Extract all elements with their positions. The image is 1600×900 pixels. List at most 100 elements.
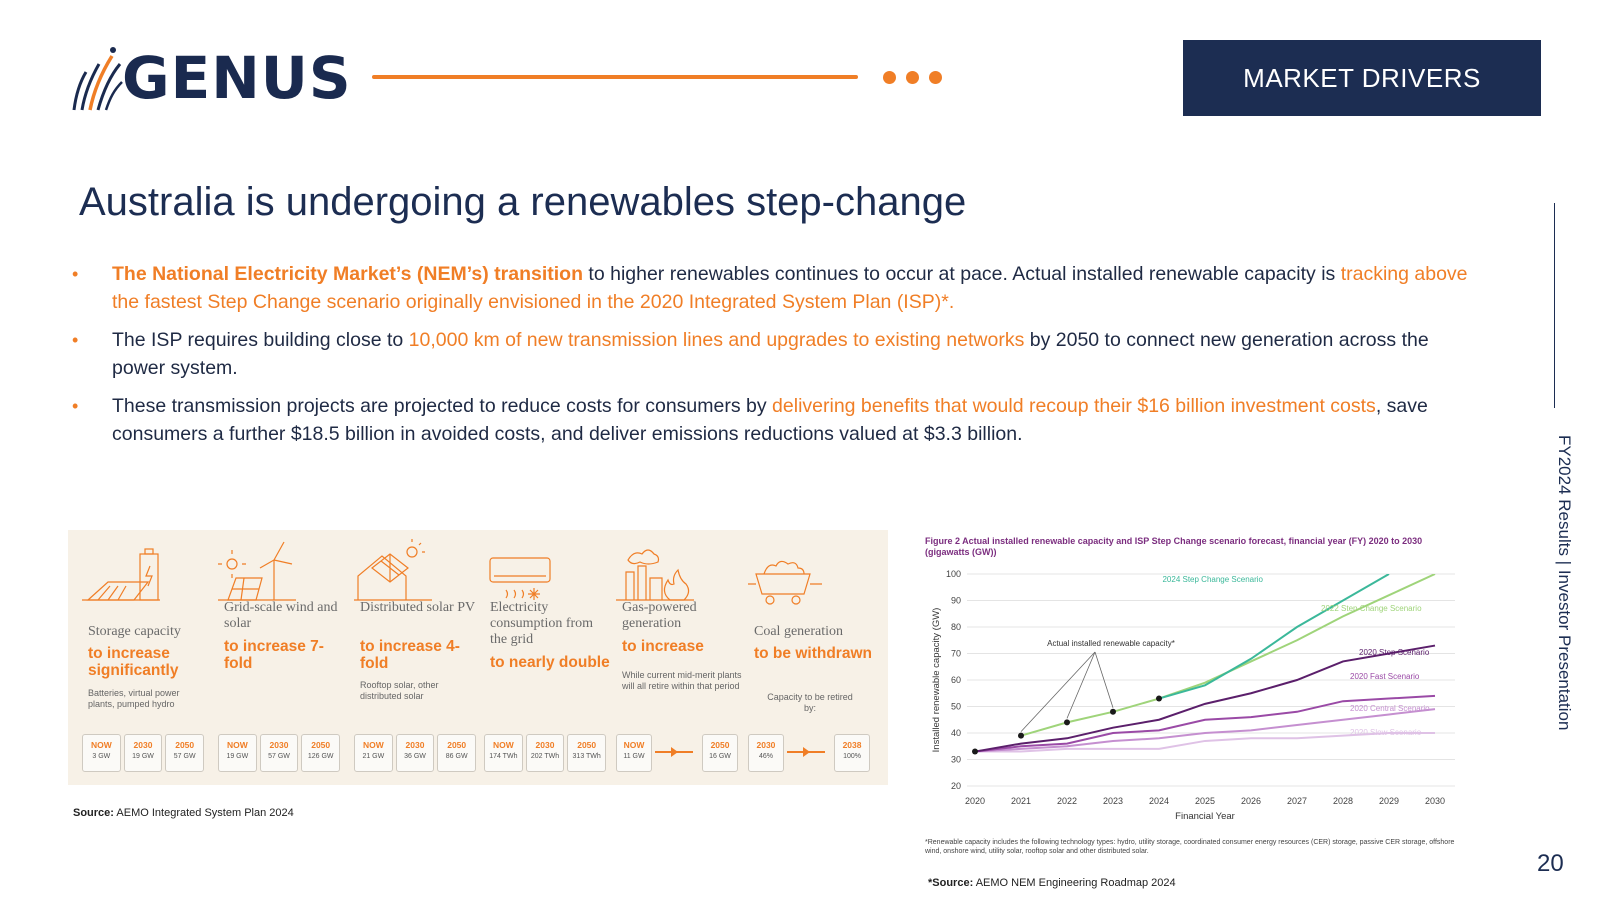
column-label: Grid-scale wind and solar (224, 600, 338, 631)
x-tick-label: 2029 (1379, 796, 1399, 806)
series-label: 2020 Step Scenario (1359, 648, 1430, 657)
column-headline: to increase (622, 638, 704, 655)
x-tick-label: 2024 (1149, 796, 1169, 806)
y-tick-label: 70 (951, 649, 961, 659)
annotation-arrow (1094, 651, 1114, 708)
x-axis-label: Financial Year (1175, 811, 1235, 822)
column-label: Electricity consumption from the grid (490, 600, 594, 647)
value-box: NOW 11 GW (616, 734, 652, 772)
series-label: 2020 Fast Scenario (1350, 672, 1420, 681)
bullet-item: The ISP requires building close to 10,00… (72, 326, 1472, 382)
x-tick-label: 2020 (965, 796, 985, 806)
column-note: Batteries, virtual power plants, pumped … (88, 688, 180, 709)
logo-text: GENUS (122, 44, 352, 112)
x-tick-label: 2026 (1241, 796, 1261, 806)
header-dot (906, 71, 919, 84)
x-tick-label: 2025 (1195, 796, 1215, 806)
infographic-column-coal: Coal generation to be withdrawn Capacity… (734, 530, 872, 785)
column-label: Gas-powered generation (622, 600, 697, 631)
bullet-text: to higher renewables continues to occur … (583, 263, 1341, 285)
bullet-text: The ISP requires building close to (112, 329, 409, 351)
value-boxes: NOW 3 GW 2030 19 GW 2050 57 GW (82, 734, 205, 772)
arrow-connector (786, 734, 831, 772)
value-boxes: NOW 174 TWh 2030 202 TWh 2050 313 TWh (484, 734, 607, 772)
battery-storage-icon (82, 548, 160, 601)
value-box: 2030 57 GW (259, 734, 299, 772)
air-conditioner-icon (489, 557, 551, 600)
y-tick-label: 40 (951, 728, 961, 738)
bullet-text: by 2050 to connect new generation across… (112, 329, 1429, 379)
y-tick-label: 20 (951, 781, 961, 791)
series-line (974, 694, 1436, 753)
value-box: 2030 36 GW (395, 734, 435, 772)
value-boxes: 2030 46% 2038 100% (748, 734, 870, 772)
bullet-text: These transmission projects are projecte… (112, 395, 773, 417)
value-box: NOW 174 TWh (484, 734, 523, 772)
bullet-item: These transmission projects are projecte… (72, 392, 1472, 448)
x-tick-label: 2030 (1425, 796, 1445, 806)
series-line (1158, 574, 1390, 700)
infographic-column-gas: Gas-powered generation to increase While… (602, 530, 742, 785)
y-tick-label: 50 (951, 702, 961, 712)
series-label: 2022 Step Change Scenario (1321, 604, 1422, 613)
genus-logo: GENUS (66, 42, 352, 114)
series-label: 2020 Central Scenario (1350, 704, 1430, 713)
side-divider (1554, 203, 1555, 408)
x-tick-label: 2021 (1011, 796, 1031, 806)
coal-cart-icon (748, 560, 822, 605)
annotation-label: Actual installed renewable capacity* (1047, 639, 1175, 648)
y-tick-label: 30 (951, 755, 961, 765)
chart-source: *Source: AEMO NEM Engineering Roadmap 20… (928, 877, 1176, 889)
column-label: Storage capacity (88, 624, 181, 639)
rooftop-solar-icon (354, 539, 432, 601)
arrow-connector (654, 734, 699, 772)
value-box: 2050 313 TWh (567, 734, 607, 772)
infographic-column-wind-solar: Grid-scale wind and solar to increase 7-… (204, 530, 341, 785)
value-boxes: NOW 19 GW 2030 57 GW 2050 126 GW (218, 734, 341, 772)
value-box: 2050 86 GW (437, 734, 477, 772)
bullet-highlight: tracking above the fastest Step Change s… (112, 263, 1468, 313)
y-tick-label: 60 (951, 675, 961, 685)
series-label: 2024 Step Change Scenario (1162, 575, 1263, 584)
bullet-highlight: 10,000 km of new transmission lines and … (408, 329, 1025, 351)
genus-logo-mark-icon (72, 47, 123, 111)
column-headline: to be withdrawn (754, 645, 872, 662)
x-tick-label: 2022 (1057, 796, 1077, 806)
bullet-list: The National Electricity Market’s (NEM’s… (72, 260, 1472, 458)
bullet-highlight: delivering benefits that would recoup th… (772, 395, 1376, 417)
y-tick-label: 80 (951, 622, 961, 632)
column-headline: to increase significantly (88, 645, 179, 679)
side-label: FY2024 Results | Investor Presentation (1555, 435, 1574, 731)
series-line (975, 732, 1435, 753)
y-tick-label: 100 (946, 569, 961, 579)
infographic-panel: Storage capacity to increase significant… (68, 530, 888, 785)
actual-point (1156, 695, 1162, 702)
value-box: 2050 57 GW (165, 734, 205, 772)
bullet-text: , save consumers a further $18.5 billion… (112, 395, 1428, 445)
infographic-column-consumption: Electricity consumption from the grid to… (470, 530, 610, 785)
column-note: Rooftop solar, other distributed solar (360, 680, 439, 701)
y-axis-label: Installed renewable capacity (GW) (931, 608, 942, 753)
section-badge: MARKET DRIVERS (1183, 40, 1541, 116)
value-boxes: NOW 21 GW 2030 36 GW 2050 86 GW (354, 734, 477, 772)
gas-plant-icon (616, 549, 694, 601)
series-line (974, 708, 1436, 753)
actual-point (1064, 719, 1070, 726)
actual-point (1018, 732, 1024, 739)
infographic-source: Source: AEMO Integrated System Plan 2024 (73, 807, 294, 819)
value-box: 2030 19 GW (123, 734, 163, 772)
value-box: 2030 202 TWh (525, 734, 565, 772)
value-box: 2050 16 GW (702, 734, 738, 772)
actual-point (1110, 708, 1116, 715)
series-label: 2020 Slow Scenario (1350, 728, 1422, 737)
column-label: Coal generation (754, 624, 844, 639)
wind-solar-icon (218, 541, 296, 601)
x-tick-label: 2023 (1103, 796, 1123, 806)
value-box: NOW 3 GW (82, 734, 121, 772)
value-box: 2050 126 GW (301, 734, 341, 772)
series-line (974, 644, 1436, 753)
page-number: 20 (1537, 850, 1564, 877)
bullet-highlight: The National Electricity Market’s (NEM’s… (112, 263, 583, 285)
column-label: Distributed solar PV (360, 600, 476, 615)
